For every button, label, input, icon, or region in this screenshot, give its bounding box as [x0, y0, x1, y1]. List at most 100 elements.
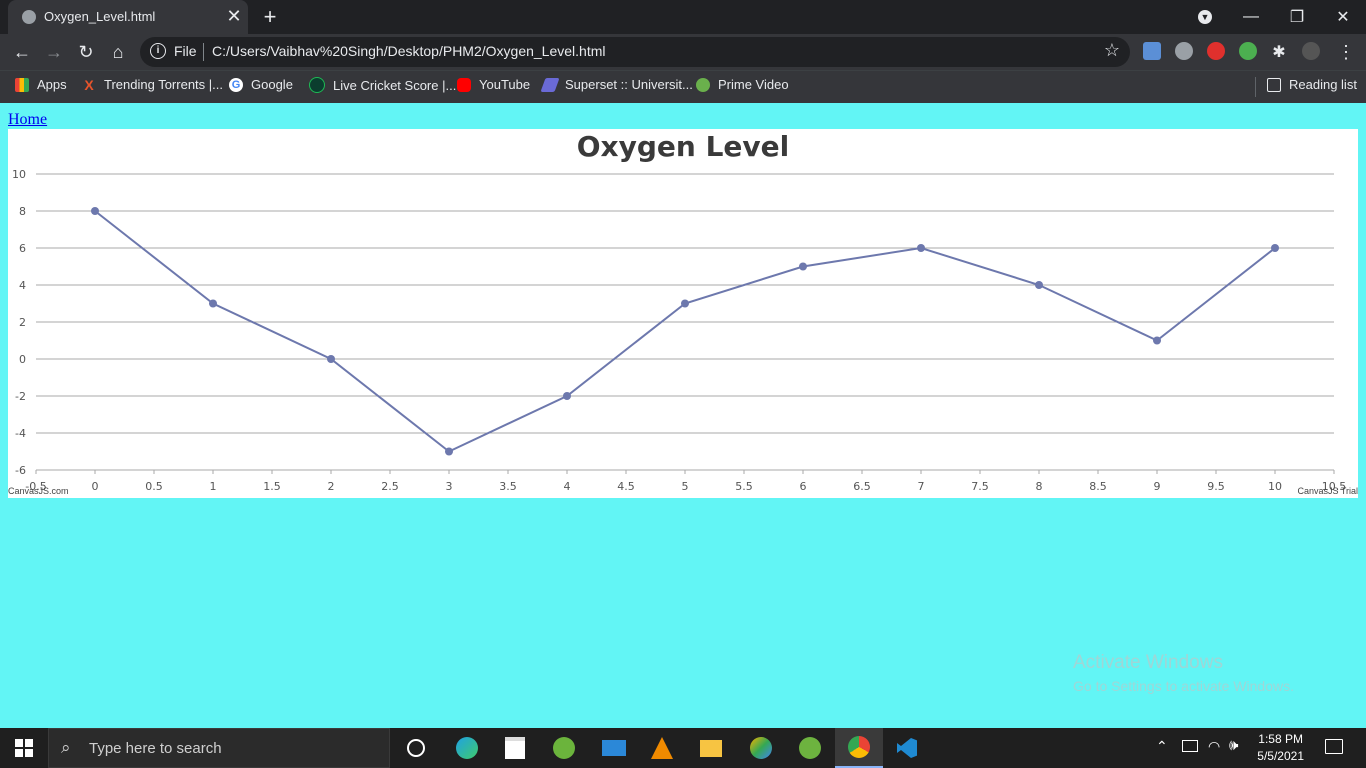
y-tick-label: 6 [19, 242, 26, 255]
data-point [1035, 281, 1043, 289]
forward-button[interactable]: → [45, 41, 63, 62]
vscode-icon[interactable] [891, 732, 923, 764]
x-tick-label: 3 [446, 480, 453, 493]
back-button[interactable]: ← [13, 41, 31, 62]
x-tick-label: 4.5 [617, 480, 635, 493]
tab-title: Oxygen_Level.html [44, 9, 156, 24]
translate-extension-icon[interactable] [1143, 42, 1161, 60]
x-tick-label: 4 [564, 480, 571, 493]
bookmark-label: Live Cricket Score |... [333, 77, 457, 93]
start-button[interactable] [0, 728, 48, 768]
minimize-button[interactable]: — [1243, 8, 1259, 25]
media-app-icon[interactable] [745, 732, 777, 764]
chart-title: Oxygen Level [577, 130, 790, 163]
bookmark-apps[interactable]: Apps [15, 77, 67, 92]
data-point [327, 355, 335, 363]
extension-icon[interactable] [1175, 42, 1193, 60]
x-tick-label: 2.5 [381, 480, 399, 493]
y-tick-label: -2 [15, 390, 26, 403]
notification-icon[interactable] [1325, 739, 1343, 754]
clock[interactable]: 1:58 PM 5/5/2021 [1257, 731, 1304, 765]
y-tick-label: 4 [19, 279, 26, 292]
reading-list-button[interactable]: Reading list [1267, 77, 1357, 92]
x-tick-label: 3.5 [499, 480, 517, 493]
tab-strip: Oxygen_Level.html ✕ + ▼ — ❐ ✕ [0, 0, 1366, 34]
x-tick-label: 7.5 [971, 480, 989, 493]
oxygen-level-chart: Oxygen Level -6 -4 -2 0 2 4 6 8 10 -0.5 0 0.5 1 1.5 2 2.… [8, 129, 1358, 498]
data-point [209, 299, 217, 308]
spring-tools-icon[interactable] [794, 732, 826, 764]
restore-button[interactable]: ❐ [1289, 9, 1305, 26]
url-text[interactable]: C:/Users/Vaibhav%20Singh/Desktop/PHM2/Ox… [212, 43, 606, 59]
battery-icon[interactable] [1182, 740, 1198, 752]
store-icon[interactable] [499, 732, 531, 764]
divider [203, 43, 204, 61]
search-icon: ⌕ [61, 738, 71, 757]
bookmark-trending-torrents[interactable]: X Trending Torrents |... [82, 77, 223, 92]
wifi-icon[interactable]: ◠ [1208, 738, 1221, 754]
globe-icon [22, 10, 36, 24]
bookmark-label: Apps [37, 77, 67, 92]
y-tick-label: 8 [19, 205, 26, 218]
bookmark-live-cricket[interactable]: Live Cricket Score |... [309, 77, 456, 93]
x-tick-label: 1.5 [263, 480, 281, 493]
browser-tab[interactable]: Oxygen_Level.html ✕ [8, 0, 248, 34]
address-bar[interactable]: i File C:/Users/Vaibhav%20Singh/Desktop/… [140, 37, 1130, 67]
file-explorer-icon[interactable] [695, 732, 727, 764]
x-tick-label: 9.5 [1207, 480, 1225, 493]
bookmark-superset[interactable]: Superset :: Universit... [540, 77, 693, 92]
menu-icon[interactable]: ⋮ [1337, 41, 1355, 62]
bookmark-star-icon[interactable]: ☆ [1103, 40, 1120, 60]
extension-icon[interactable] [1239, 42, 1257, 60]
volume-icon[interactable]: 🕪 [1229, 737, 1239, 754]
bookmark-label: Trending Torrents |... [104, 77, 223, 92]
watermark-subtitle: Go to Settings to activate Windows. [1073, 678, 1294, 694]
file-scheme-label: File [174, 43, 197, 59]
info-icon[interactable]: i [150, 43, 166, 59]
data-point [445, 447, 453, 456]
edge-icon[interactable] [451, 732, 483, 764]
x-tick-label: 6 [800, 480, 807, 493]
bookmark-label: Google [251, 77, 293, 92]
bookmarks-bar: Apps X Trending Torrents |... G Google L… [0, 70, 1366, 103]
home-link[interactable]: Home [8, 111, 48, 128]
x-tick-label: -0.5 [25, 480, 46, 493]
bookmark-label: Superset :: Universit... [565, 77, 693, 92]
chevron-up-icon[interactable]: ⌃ [1156, 738, 1168, 754]
task-view-icon[interactable] [400, 732, 432, 764]
utorrent-icon[interactable] [548, 732, 580, 764]
x-tick-label: 5 [682, 480, 689, 493]
canvasjs-trial-credit: CanvasJS Trial [1297, 486, 1358, 496]
window-controls: ▼ — ❐ ✕ [1182, 0, 1366, 34]
vlc-icon[interactable] [646, 732, 678, 764]
data-point [1153, 336, 1161, 345]
bookmark-label: Prime Video [718, 77, 789, 92]
bookmark-prime-video[interactable]: Prime Video [696, 77, 789, 92]
chrome-taskbar-icon[interactable] [835, 728, 883, 768]
home-button[interactable]: ⌂ [112, 41, 124, 62]
series-line [94, 210, 1276, 453]
profile-dropdown-icon[interactable]: ▼ [1182, 0, 1228, 34]
avatar[interactable] [1302, 42, 1320, 60]
reading-list-label: Reading list [1289, 77, 1357, 92]
taskbar-search-box[interactable]: ⌕ Type here to search [48, 728, 390, 768]
x-tick-label: 0.5 [145, 480, 163, 493]
puzzle-icon[interactable]: ✱ [1272, 44, 1286, 61]
x-tick-label: 10.5 [1322, 480, 1347, 493]
mail-icon[interactable] [598, 732, 630, 764]
data-point [799, 262, 807, 271]
close-window-button[interactable]: ✕ [1336, 9, 1350, 26]
reload-button[interactable]: ↻ [78, 41, 94, 62]
canvasjs-credit[interactable]: CanvasJS.com [8, 486, 69, 496]
windows-logo-icon [15, 739, 33, 757]
y-tick-label: 2 [19, 316, 26, 329]
divider [1255, 77, 1256, 97]
reading-list-icon [1267, 77, 1281, 92]
superset-icon [540, 77, 560, 92]
close-tab-icon[interactable]: ✕ [226, 6, 242, 26]
bookmark-youtube[interactable]: YouTube [457, 77, 530, 92]
x-tick-label: 1 [210, 480, 217, 493]
new-tab-button[interactable]: + [263, 4, 277, 29]
bookmark-google[interactable]: G Google [229, 77, 293, 92]
adblock-icon[interactable] [1207, 42, 1225, 60]
